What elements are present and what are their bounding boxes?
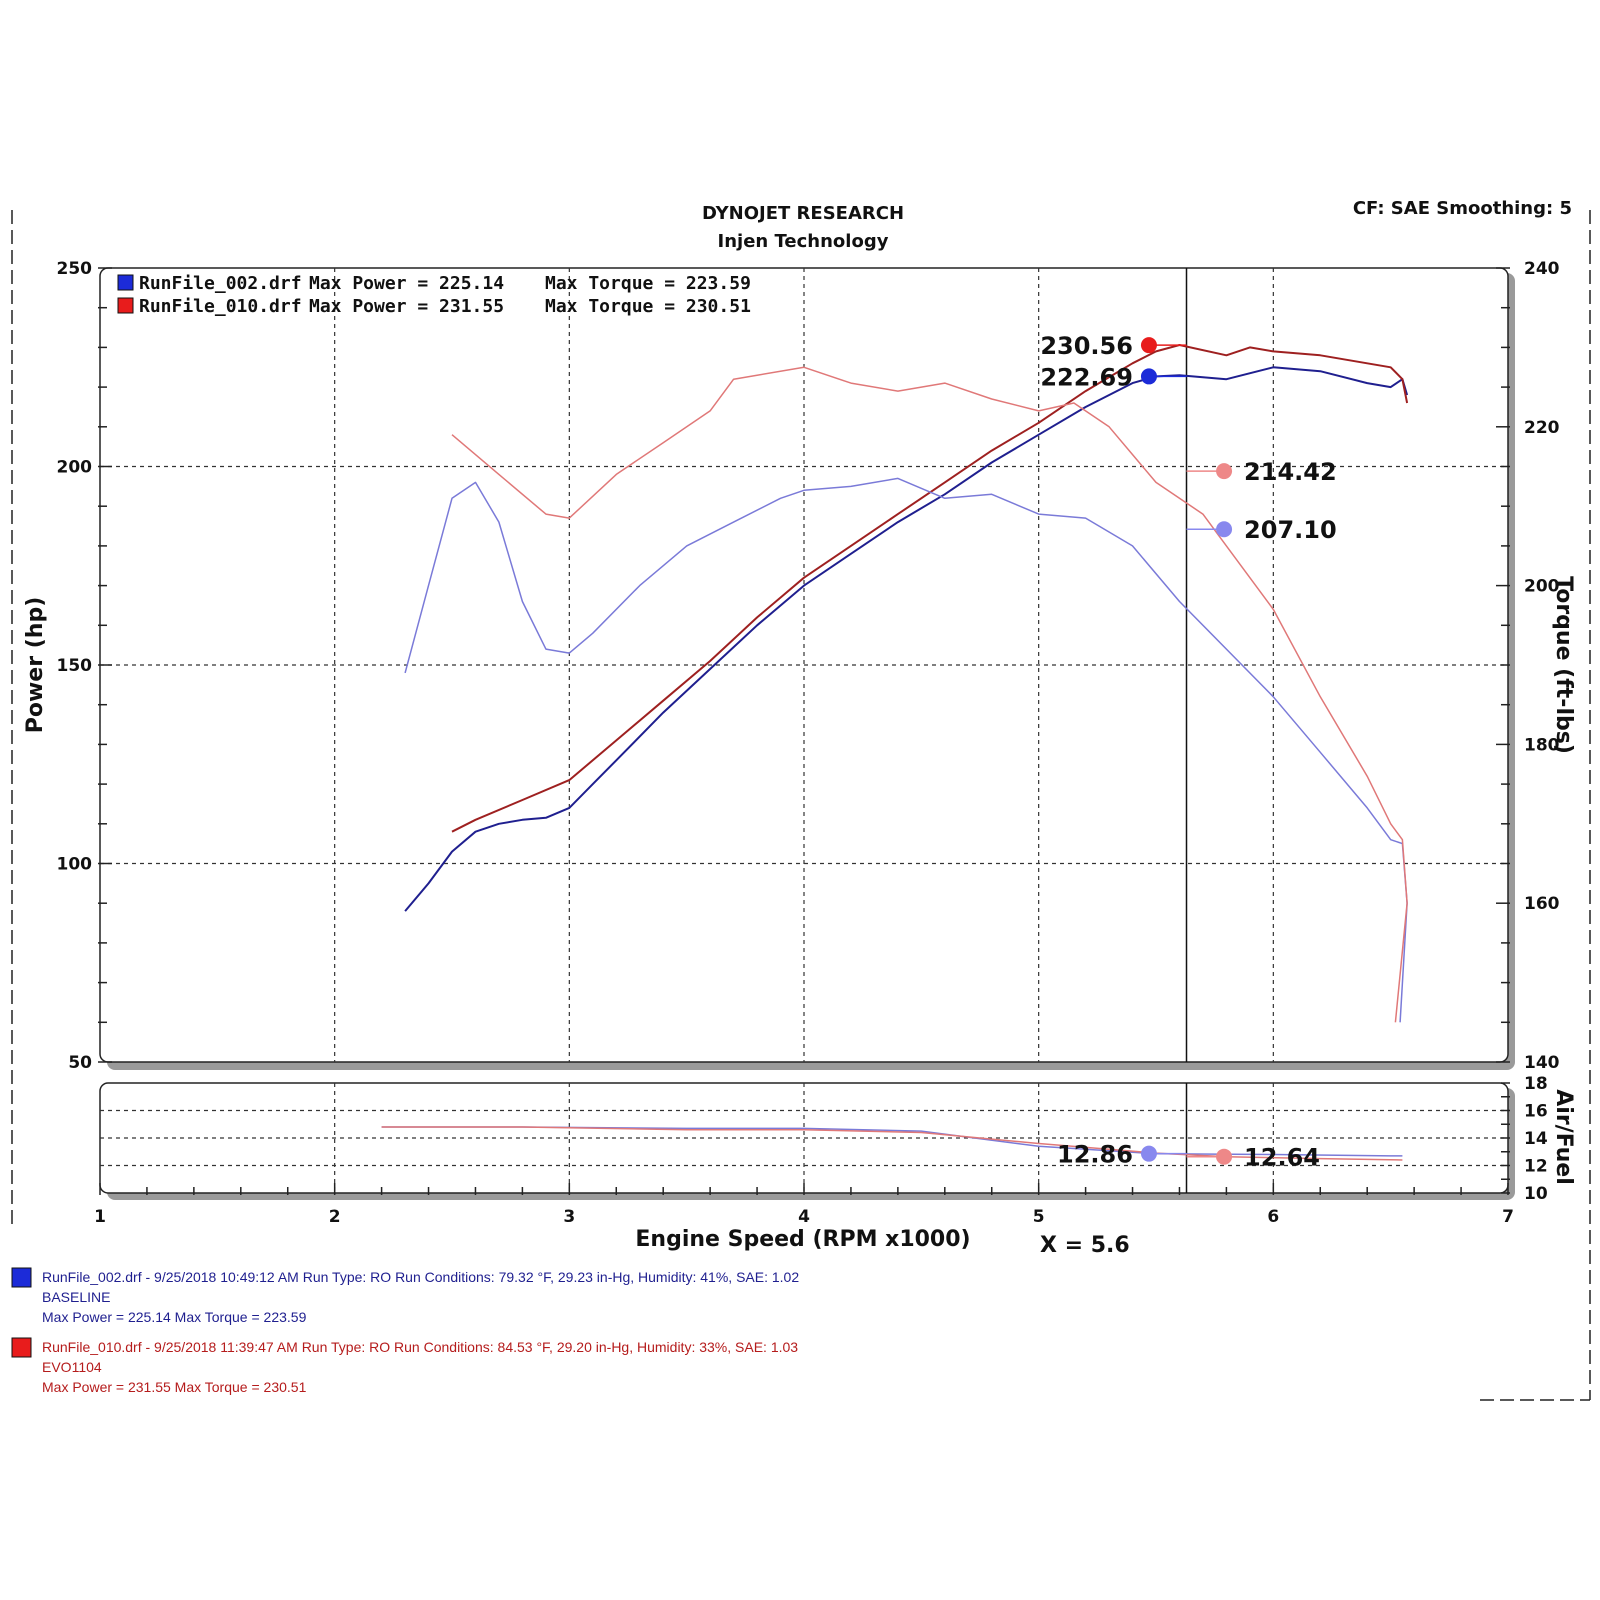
footer-blue-line2: BASELINE: [42, 1289, 110, 1305]
x-tick-label: 3: [563, 1207, 575, 1227]
footer-red-line2: EVO1104: [42, 1359, 102, 1375]
x-tick-label: 5: [1033, 1207, 1045, 1227]
torque-tick-label: 200: [1524, 577, 1560, 597]
x-tick-label: 4: [798, 1207, 810, 1227]
legend-blue-file: RunFile_002.drf: [139, 273, 302, 294]
af-tick-label: 12: [1524, 1157, 1548, 1177]
footer-blue-line1: RunFile_002.drf - 9/25/2018 10:49:12 AM …: [42, 1269, 799, 1285]
af-tick-label: 10: [1524, 1184, 1548, 1204]
power-curve-red: [451, 344, 1409, 833]
marker-red-af: [1216, 1148, 1233, 1165]
legend-red-power: Max Power = 231.55: [309, 296, 504, 317]
marker-red-power-label: 230.56: [1040, 332, 1133, 360]
x-tick-label: 7: [1502, 1207, 1514, 1227]
chart-title: DYNOJET RESEARCH: [702, 203, 904, 224]
power-tick-label: 100: [57, 855, 93, 875]
y-axis-label-torque: Torque (ft-lbs): [1551, 576, 1576, 754]
chart-subtitle: Injen Technology: [718, 231, 889, 252]
settings-label: CF: SAE Smoothing: 5: [1353, 198, 1572, 219]
marker-blue-af: [1140, 1145, 1157, 1162]
marker-blue-power-label: 222.69: [1040, 363, 1133, 391]
af-tick-label: 18: [1524, 1074, 1548, 1094]
torque-tick-label: 240: [1524, 259, 1560, 279]
x-tick-label: 6: [1267, 1207, 1279, 1227]
torque-tick-label: 140: [1524, 1053, 1560, 1073]
footer-blue-line3: Max Power = 225.14 Max Torque = 223.59: [42, 1309, 307, 1325]
x-tick-label: 2: [329, 1207, 341, 1227]
power-tick-label: 150: [57, 656, 93, 676]
power-curve-blue: [404, 366, 1409, 912]
af-tick-label: 16: [1524, 1102, 1548, 1122]
marker-red-af-label: 12.64: [1244, 1144, 1320, 1172]
marker-blue-torque-label: 207.10: [1244, 516, 1337, 544]
legend-red-torque: Max Torque = 230.51: [545, 296, 751, 317]
power-tick-label: 250: [57, 259, 93, 279]
torque-tick-label: 160: [1524, 894, 1560, 914]
legend-swatch-blue: [117, 274, 134, 291]
torque-curve-blue: [404, 477, 1408, 1023]
x-axis-label: Engine Speed (RPM x1000): [635, 1227, 970, 1252]
legend-blue-power: Max Power = 225.14: [309, 273, 504, 294]
torque-tick-label: 180: [1524, 735, 1560, 755]
legend-blue-torque: Max Torque = 223.59: [545, 273, 751, 294]
outer-frame: [11, 210, 1591, 1401]
marker-red-power: [1140, 337, 1157, 354]
footer-swatch-blue: [11, 1267, 32, 1288]
power-tick-label: 50: [68, 1053, 92, 1073]
marker-blue-af-label: 12.86: [1057, 1141, 1133, 1169]
torque-curve-red: [451, 366, 1408, 1023]
af-tick-label: 14: [1524, 1129, 1548, 1149]
marker-red-torque: [1216, 463, 1233, 480]
power-tick-label: 200: [57, 458, 93, 478]
legend-red-file: RunFile_010.drf: [139, 296, 302, 317]
marker-blue-torque: [1216, 521, 1233, 538]
af-curve-red: [381, 1126, 1403, 1161]
footer-red-line3: Max Power = 231.55 Max Torque = 230.51: [42, 1379, 307, 1395]
torque-tick-label: 220: [1524, 418, 1560, 438]
x-tick-label: 1: [94, 1207, 106, 1227]
cursor-x-readout: X = 5.6: [1040, 1233, 1130, 1258]
marker-blue-power: [1140, 368, 1157, 385]
y-axis-label-af: Air/Fuel: [1551, 1089, 1576, 1185]
footer-red-line1: RunFile_010.drf - 9/25/2018 11:39:47 AM …: [42, 1339, 798, 1355]
y-axis-label-power: Power (hp): [23, 597, 48, 734]
footer-swatch-red: [11, 1337, 32, 1358]
legend-swatch-red: [117, 297, 134, 314]
marker-red-torque-label: 214.42: [1244, 458, 1337, 486]
